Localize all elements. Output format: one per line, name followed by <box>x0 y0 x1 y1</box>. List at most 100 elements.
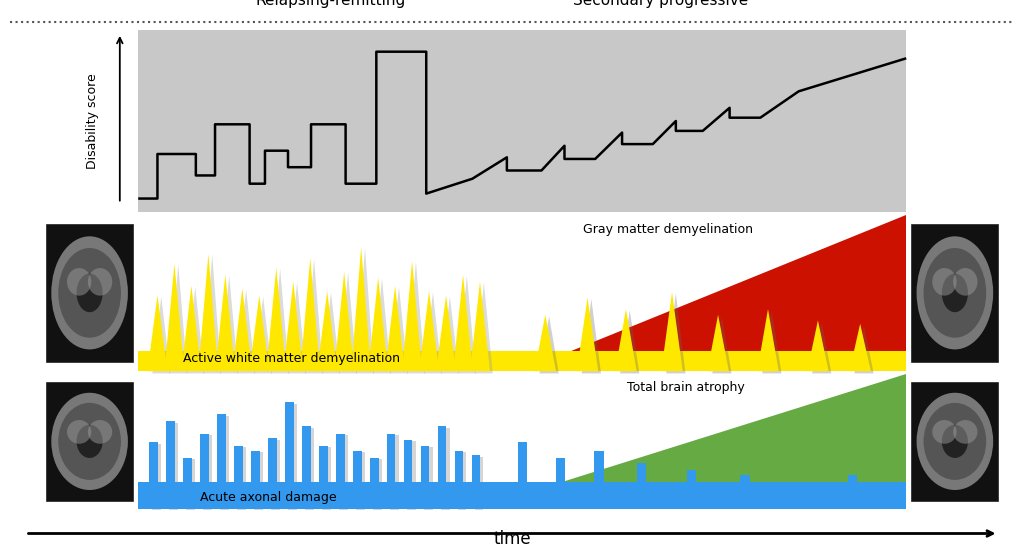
Polygon shape <box>323 292 340 373</box>
Ellipse shape <box>88 268 113 296</box>
Polygon shape <box>147 295 168 371</box>
Bar <box>169 423 178 510</box>
Bar <box>848 475 857 509</box>
Bar <box>438 426 446 509</box>
Bar <box>271 440 280 510</box>
Polygon shape <box>284 282 303 371</box>
Bar <box>339 435 347 510</box>
Ellipse shape <box>924 248 986 338</box>
Polygon shape <box>762 311 781 373</box>
Polygon shape <box>708 315 729 371</box>
Polygon shape <box>470 282 490 371</box>
Polygon shape <box>667 293 685 373</box>
Polygon shape <box>181 286 202 371</box>
Bar <box>201 433 209 509</box>
Ellipse shape <box>77 425 102 458</box>
Bar <box>472 455 480 509</box>
Bar <box>475 457 483 510</box>
Bar <box>217 414 225 509</box>
Polygon shape <box>458 276 476 373</box>
Text: Active white matter demyelination: Active white matter demyelination <box>183 351 400 365</box>
Ellipse shape <box>67 268 91 296</box>
Bar <box>387 433 395 509</box>
Polygon shape <box>757 309 778 371</box>
Ellipse shape <box>942 425 968 458</box>
Polygon shape <box>169 265 187 373</box>
Ellipse shape <box>942 273 968 312</box>
Bar <box>153 444 161 510</box>
Polygon shape <box>215 274 236 371</box>
Polygon shape <box>186 287 204 373</box>
Bar <box>408 441 416 510</box>
Polygon shape <box>713 316 731 373</box>
Ellipse shape <box>953 268 978 296</box>
Bar <box>286 402 294 509</box>
Polygon shape <box>419 292 439 371</box>
Polygon shape <box>854 326 873 373</box>
Polygon shape <box>441 296 459 373</box>
Bar <box>220 416 228 510</box>
Polygon shape <box>390 287 408 373</box>
Bar <box>594 450 604 509</box>
Ellipse shape <box>58 248 121 338</box>
Polygon shape <box>385 286 406 371</box>
Bar <box>251 450 260 509</box>
Bar <box>390 435 398 510</box>
Text: Gray matter demyelination: Gray matter demyelination <box>583 223 753 236</box>
Polygon shape <box>475 283 493 373</box>
Polygon shape <box>522 214 906 371</box>
Polygon shape <box>249 295 269 371</box>
Polygon shape <box>369 277 388 371</box>
Polygon shape <box>153 296 170 373</box>
Text: Relapsing-remitting: Relapsing-remitting <box>255 0 406 8</box>
Polygon shape <box>615 309 637 371</box>
Bar <box>289 404 297 510</box>
Polygon shape <box>535 315 556 371</box>
Bar <box>323 447 331 510</box>
Polygon shape <box>453 274 473 371</box>
Polygon shape <box>476 374 906 509</box>
Bar <box>687 470 696 509</box>
Bar <box>373 459 382 510</box>
Polygon shape <box>540 316 559 373</box>
Bar <box>166 421 175 509</box>
Bar <box>455 450 464 509</box>
Polygon shape <box>305 258 323 373</box>
Polygon shape <box>199 254 218 371</box>
Polygon shape <box>238 289 255 373</box>
Bar <box>911 224 998 362</box>
Polygon shape <box>300 258 321 371</box>
Bar <box>204 435 212 510</box>
Polygon shape <box>849 324 870 371</box>
Bar <box>421 446 429 509</box>
Polygon shape <box>402 261 422 371</box>
Polygon shape <box>288 283 306 373</box>
Bar <box>911 382 998 501</box>
Bar <box>637 463 646 509</box>
Bar <box>138 214 906 371</box>
Text: Secondary progressive: Secondary progressive <box>572 0 749 8</box>
Bar <box>319 446 328 509</box>
Polygon shape <box>424 292 442 373</box>
Text: Disability score: Disability score <box>86 73 98 169</box>
Bar <box>254 452 263 510</box>
Ellipse shape <box>924 403 986 480</box>
Bar <box>150 442 158 509</box>
Bar <box>234 446 243 509</box>
Bar <box>404 439 413 509</box>
Bar <box>458 452 467 510</box>
Bar <box>46 224 133 362</box>
Bar <box>795 482 804 509</box>
Bar <box>556 458 565 509</box>
Ellipse shape <box>51 393 128 490</box>
Polygon shape <box>662 292 683 371</box>
Polygon shape <box>436 295 456 371</box>
Polygon shape <box>220 276 239 373</box>
Polygon shape <box>203 255 221 373</box>
Bar <box>183 458 191 509</box>
Ellipse shape <box>932 268 956 296</box>
Polygon shape <box>339 273 357 373</box>
Polygon shape <box>254 296 272 373</box>
Polygon shape <box>356 248 374 373</box>
Bar <box>138 374 906 509</box>
